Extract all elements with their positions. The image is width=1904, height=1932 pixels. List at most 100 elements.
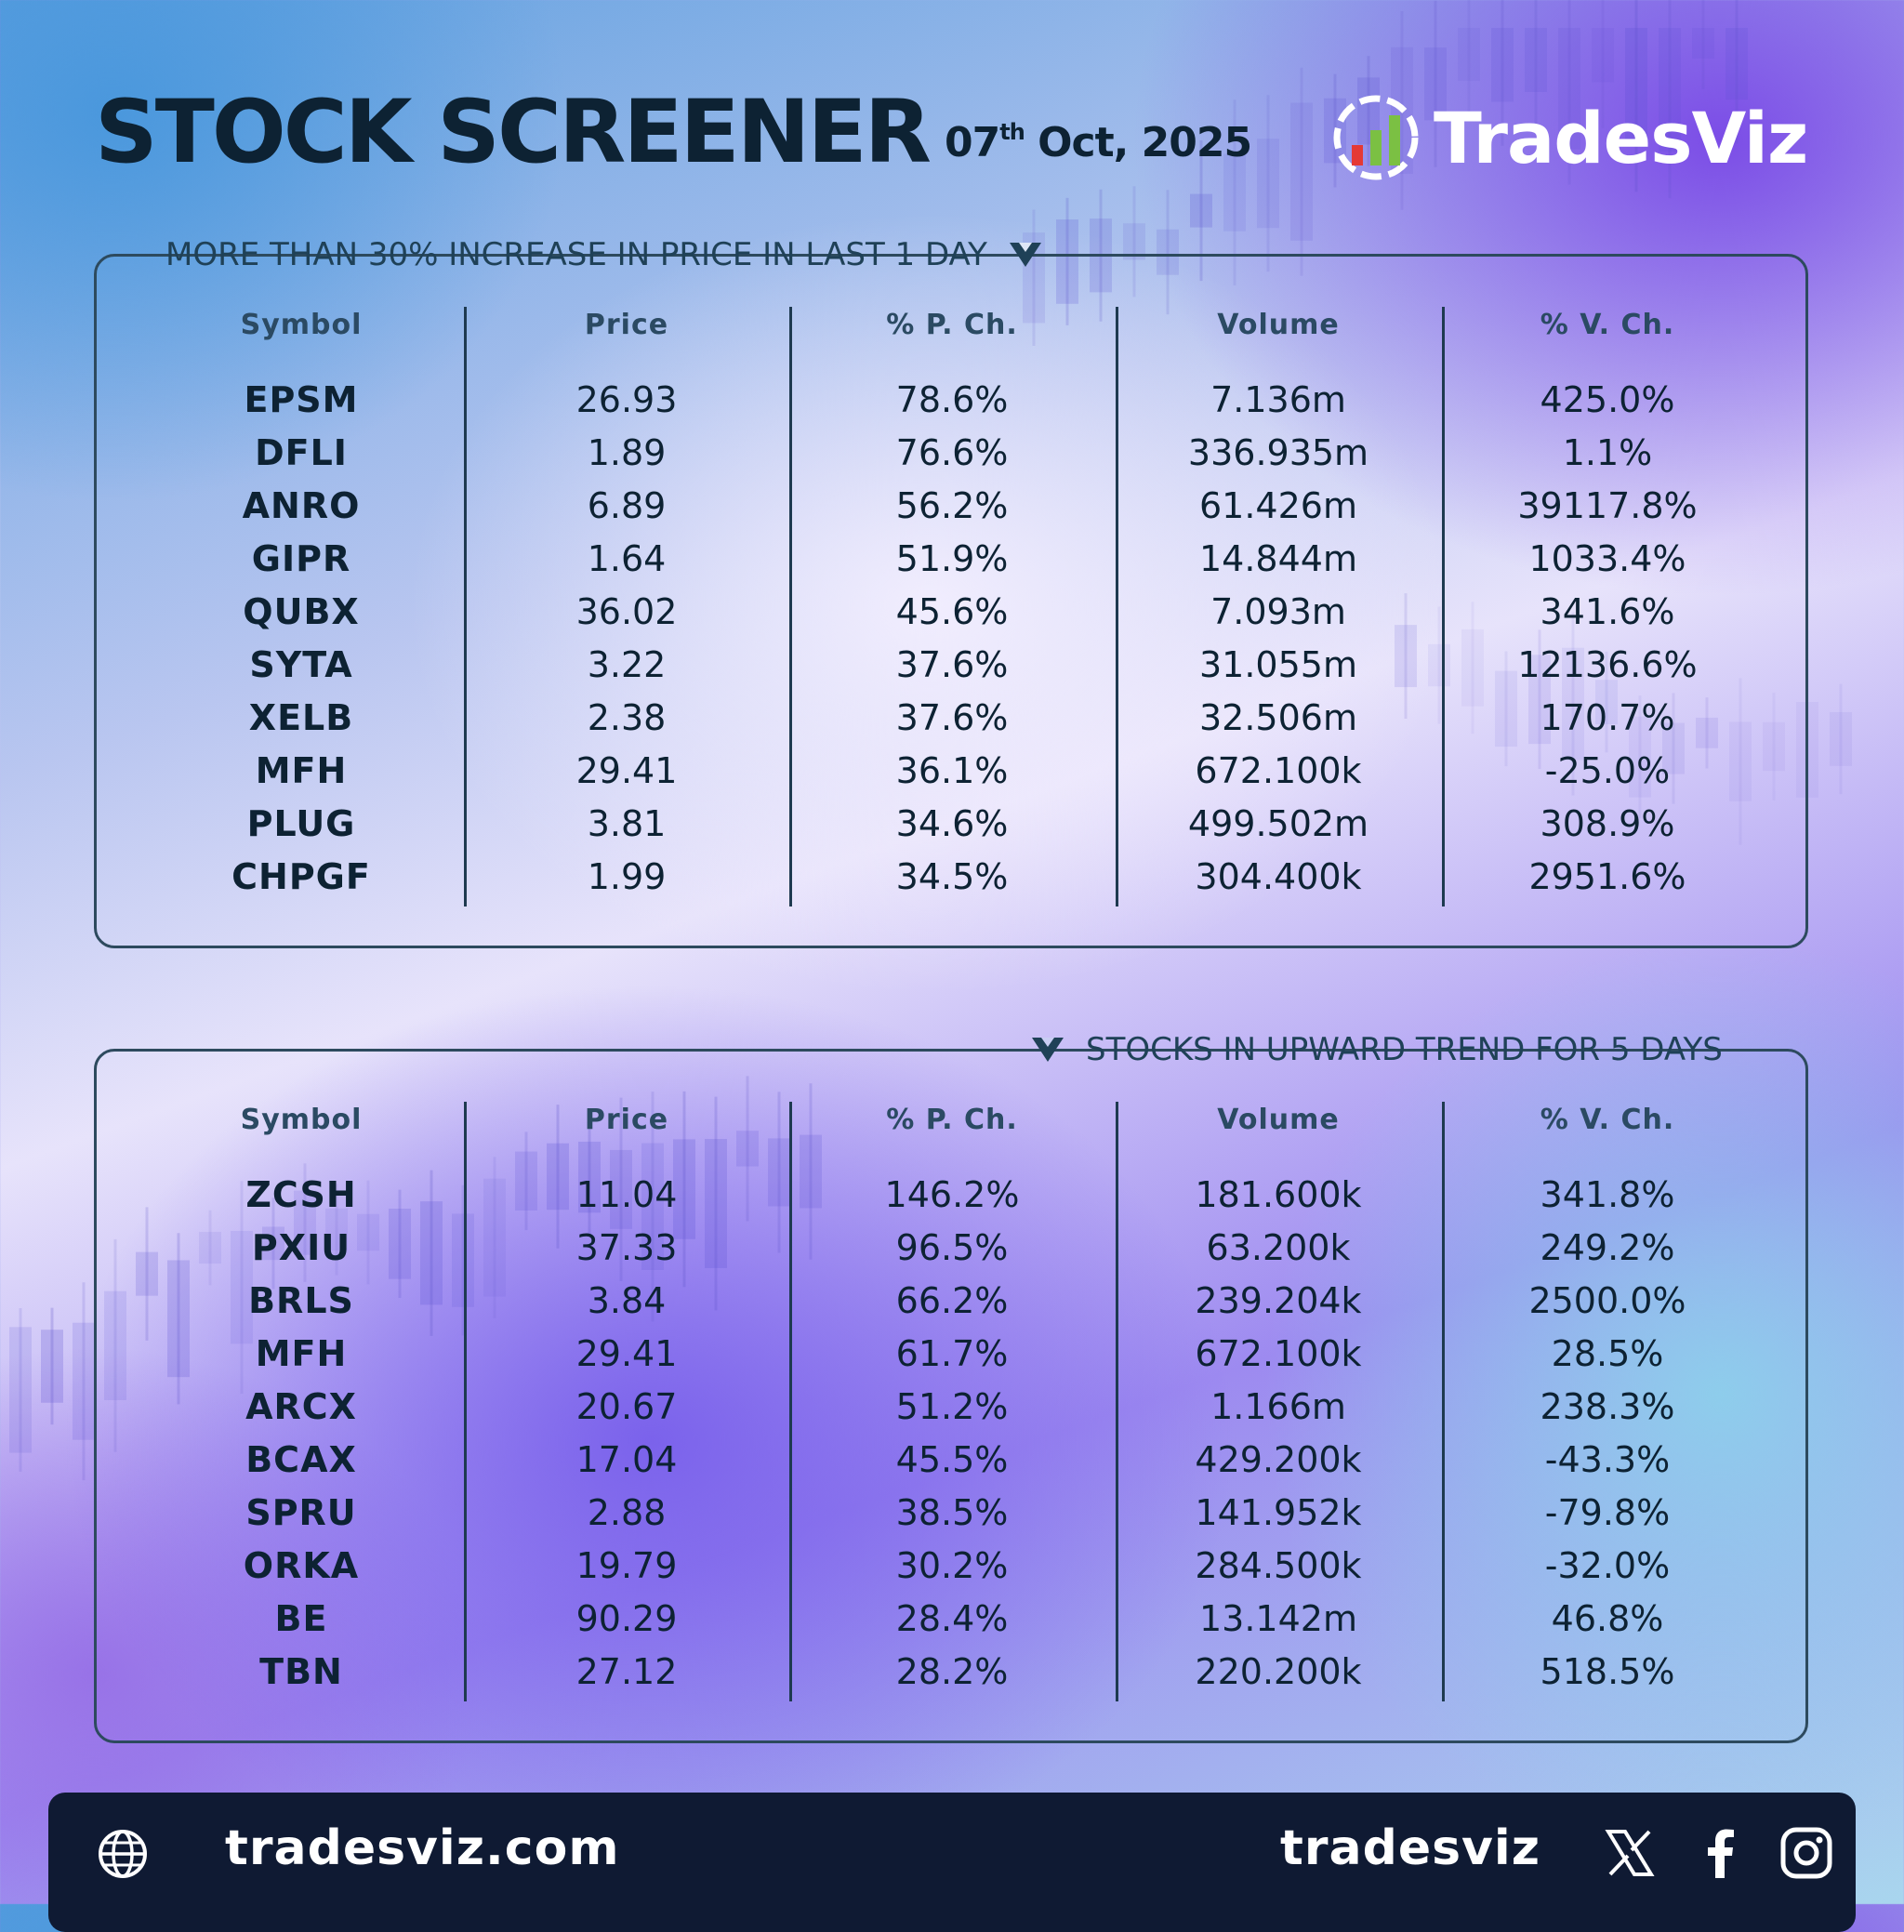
column-divider (789, 307, 792, 906)
column-divider (1442, 1102, 1445, 1701)
column-volume-change: % V. Ch. 425.0% 1.1% 39117.8% 1033.4% 341.6% 1… (1445, 309, 1770, 904)
table-cell-price: 27.12 (575, 1651, 678, 1692)
table-cell-volume-change: -32.0% (1544, 1545, 1671, 1586)
table-cell-volume-change: 170.7% (1540, 697, 1675, 738)
table-cell-price: 1.64 (587, 538, 667, 579)
table-cell-volume-change: 39117.8% (1517, 485, 1698, 526)
tradesviz-logo: TradesViz (1329, 93, 1808, 182)
table-cell-volume-change: 1.1% (1562, 432, 1653, 473)
table: Symbol ZCSH PXIU BRLS MFH ARCX BCAX SPRU ORKA BE T… (97, 1052, 1805, 1740)
table-cell-price-change: 146.2% (884, 1174, 1020, 1215)
table-cell-symbol: ORKA (243, 1545, 360, 1586)
column-header-price: Price (584, 1104, 669, 1136)
table-cell-volume: 7.136m (1210, 379, 1346, 420)
table-cell-volume-change: 12136.6% (1517, 644, 1698, 685)
table-cell-price: 29.41 (575, 1333, 678, 1374)
table-cell-symbol: BE (274, 1598, 328, 1639)
table-cell-volume: 284.500k (1195, 1545, 1362, 1586)
table-cell-price: 6.89 (587, 485, 667, 526)
table-cell-volume: 220.200k (1195, 1651, 1362, 1692)
social-handle: tradesviz (1280, 1820, 1541, 1876)
column-header-volume: Volume (1217, 1104, 1340, 1136)
table-cell-volume: 304.400k (1195, 856, 1362, 897)
column-symbol: Symbol EPSM DFLI ANRO GIPR QUBX SYTA XELB MFH PLU… (139, 309, 464, 904)
table-cell-volume-change: 425.0% (1540, 379, 1675, 420)
table-cell-volume-change: 46.8% (1551, 1598, 1664, 1639)
column-header-symbol: Symbol (240, 1104, 363, 1136)
table-cell-price-change: 78.6% (895, 379, 1009, 420)
table-cell-price-change: 51.2% (895, 1386, 1009, 1427)
table-cell-price-change: 66.2% (895, 1280, 1009, 1321)
table-cell-symbol: MFH (255, 1333, 348, 1374)
table-cell-price-change: 34.5% (895, 856, 1009, 897)
table-cell-symbol: SYTA (249, 644, 353, 685)
table-cell-symbol: XELB (248, 697, 354, 738)
column-price-change: % P. Ch. 146.2% 96.5% 66.2% 61.7% 51.2% 45.5% 3… (789, 1104, 1115, 1699)
table-cell-price: 17.04 (575, 1439, 678, 1480)
table-cell-volume-change: 238.3% (1540, 1386, 1675, 1427)
table-cell-volume-change: 2951.6% (1528, 856, 1686, 897)
tradesviz-logo-icon (1333, 95, 1419, 180)
column-volume-change: % V. Ch. 341.8% 249.2% 2500.0% 28.5% 238.3% -4… (1445, 1104, 1770, 1699)
panel-title: MORE THAN 30% INCREASE IN PRICE IN LAST … (145, 234, 1064, 275)
report-date: 07th Oct, 2025 (945, 119, 1252, 166)
table-cell-volume-change: 518.5% (1540, 1651, 1675, 1692)
table-cell-price: 3.81 (587, 803, 667, 844)
table-cell-volume-change: 28.5% (1551, 1333, 1664, 1374)
table-cell-symbol: BCAX (245, 1439, 357, 1480)
table-cell-volume: 181.600k (1195, 1174, 1362, 1215)
panel-title: STOCKS IN UPWARD TREND FOR 5 DAYS (1010, 1029, 1743, 1070)
column-divider (464, 1102, 467, 1701)
table-cell-price: 2.88 (587, 1492, 667, 1533)
table-cell-volume: 141.952k (1195, 1492, 1362, 1533)
website-link[interactable]: tradesviz.com (225, 1820, 620, 1876)
table-cell-price-change: 38.5% (895, 1492, 1009, 1533)
table-cell-price: 3.22 (587, 644, 667, 685)
table-cell-volume-change: -79.8% (1544, 1492, 1671, 1533)
table-cell-price-change: 28.2% (895, 1651, 1009, 1692)
column-price: Price 11.04 37.33 3.84 29.41 20.67 17.04 2.88 19… (464, 1104, 789, 1699)
table-cell-price-change: 51.9% (895, 538, 1009, 579)
column-volume: Volume 7.136m 336.935m 61.426m 14.844m 7.093m… (1116, 309, 1441, 904)
column-header-price-change: % P. Ch. (886, 309, 1018, 341)
panel-title-text: STOCKS IN UPWARD TREND FOR 5 DAYS (1086, 1031, 1723, 1068)
table-cell-price: 3.84 (587, 1280, 667, 1321)
table-cell-volume: 7.093m (1210, 591, 1346, 632)
instagram-icon[interactable] (1779, 1826, 1833, 1880)
table-cell-price: 26.93 (575, 379, 678, 420)
table-cell-price-change: 61.7% (895, 1333, 1009, 1374)
table-cell-volume: 429.200k (1195, 1439, 1362, 1480)
table-cell-volume: 1.166m (1210, 1386, 1346, 1427)
table-cell-price-change: 36.1% (895, 750, 1009, 791)
table-cell-price-change: 30.2% (895, 1545, 1009, 1586)
table-cell-volume: 61.426m (1199, 485, 1357, 526)
page-title: STOCK SCREENER (95, 82, 932, 183)
table-cell-symbol: QUBX (243, 591, 360, 632)
table-cell-volume-change: -25.0% (1544, 750, 1671, 791)
table-cell-volume-change: 249.2% (1540, 1227, 1675, 1268)
table-cell-symbol: ZCSH (245, 1174, 357, 1215)
x-icon[interactable] (1603, 1826, 1657, 1880)
table-cell-price: 11.04 (575, 1174, 678, 1215)
panel-title-text: MORE THAN 30% INCREASE IN PRICE IN LAST … (165, 236, 987, 273)
table-cell-symbol: ARCX (245, 1386, 357, 1427)
table-cell-volume-change: -43.3% (1544, 1439, 1671, 1480)
table-cell-price-change: 37.6% (895, 644, 1009, 685)
table-cell-symbol: CHPGF (231, 856, 371, 897)
table-cell-price-change: 76.6% (895, 432, 1009, 473)
column-header-volume-change: % V. Ch. (1540, 309, 1675, 341)
globe-icon (99, 1830, 147, 1878)
table-cell-price: 90.29 (575, 1598, 678, 1639)
table-cell-price: 20.67 (575, 1386, 678, 1427)
table-cell-price-change: 28.4% (895, 1598, 1009, 1639)
table-cell-volume: 13.142m (1199, 1598, 1357, 1639)
table-cell-symbol: PXIU (251, 1227, 351, 1268)
table-cell-price-change: 37.6% (895, 697, 1009, 738)
table-cell-price: 36.02 (575, 591, 678, 632)
table-cell-symbol: SPRU (245, 1492, 357, 1533)
table-cell-symbol: EPSM (244, 379, 359, 420)
facebook-icon[interactable] (1694, 1826, 1748, 1880)
column-divider (1116, 307, 1118, 906)
table-cell-symbol: MFH (255, 750, 348, 791)
table-cell-price: 2.38 (587, 697, 667, 738)
